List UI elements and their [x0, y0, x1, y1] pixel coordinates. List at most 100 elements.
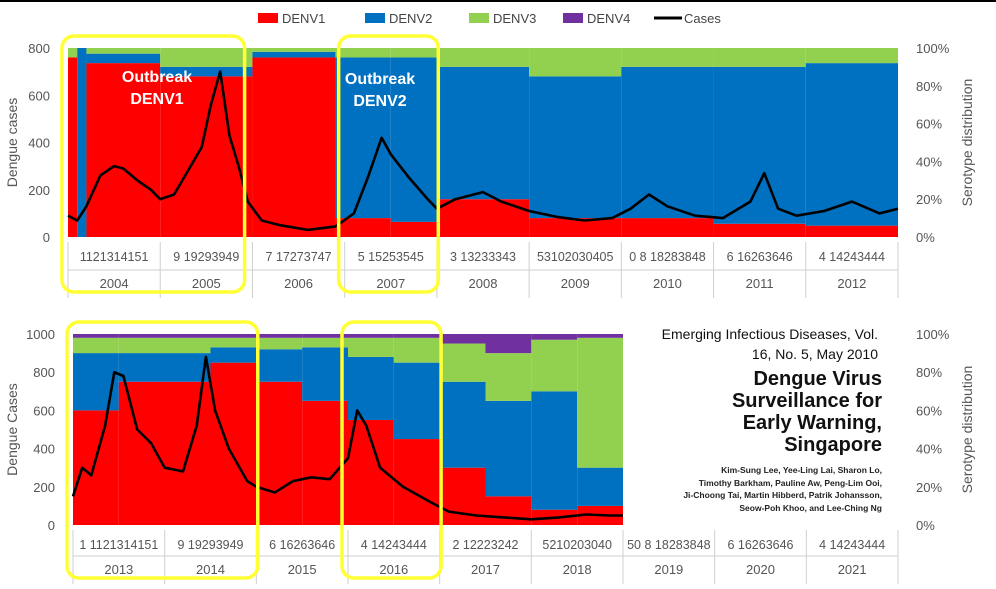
authors-line-4: Seow-Poh Khoo, and Lee-Ching Ng: [739, 502, 882, 513]
serotype-band-denv4: [118, 334, 211, 338]
year-label-2010: 2010: [653, 276, 682, 291]
outbreak-highlight-2: [336, 34, 441, 294]
serotype-band-denv3: [256, 337, 303, 350]
legend-label-denv4: DENV4: [587, 11, 630, 26]
y-tick-label: 200: [33, 480, 55, 495]
week-tick-labels: 1 1121314151: [79, 538, 158, 552]
serotype-band-denv4: [256, 334, 303, 338]
year-label-2008: 2008: [469, 276, 498, 291]
annotation-outbreak: Outbreak: [122, 69, 192, 86]
year-label-2006: 2006: [284, 276, 313, 291]
y-tick-label: 600: [33, 403, 55, 418]
serotype-band-denv2: [529, 76, 622, 219]
serotype-band-denv2: [160, 66, 253, 77]
serotype-band-denv2: [86, 53, 161, 64]
serotype-area-group: [73, 334, 623, 525]
year-label-2004: 2004: [100, 276, 129, 291]
week-tick-labels: 9 19293949: [177, 538, 243, 552]
year-label-2013: 2013: [104, 562, 133, 577]
serotype-band-denv1: [210, 362, 257, 525]
year-label-2017: 2017: [471, 562, 500, 577]
serotype-band-denv3: [390, 48, 437, 58]
week-tick-labels: 2 12223242: [452, 538, 518, 552]
legend-label-denv1: DENV1: [282, 11, 325, 26]
serotype-band-denv3: [68, 48, 78, 58]
authors-line-2: Timothy Barkham, Pauline Aw, Peng-Lim Oo…: [698, 477, 882, 488]
week-tick-labels: 53102030405: [537, 250, 614, 264]
year-label-2019: 2019: [654, 562, 683, 577]
serotype-band-denv3: [713, 48, 806, 67]
serotype-band-denv2: [118, 353, 211, 382]
week-tick-labels: 3 13233343: [450, 250, 516, 264]
serotype-band-denv3: [86, 48, 161, 54]
y2-tick-label: 80%: [916, 79, 942, 94]
serotype-band-denv3: [302, 337, 348, 348]
year-label-2012: 2012: [837, 276, 866, 291]
serotype-band-denv3: [73, 337, 119, 354]
serotype-band-denv2: [577, 467, 623, 506]
serotype-band-denv1: [252, 57, 336, 238]
y2-axis-title: Serotype distribution: [959, 79, 975, 207]
year-label-2009: 2009: [561, 276, 590, 291]
week-tick-labels: 9 19293949: [173, 250, 239, 264]
serotype-band-denv3: [160, 48, 253, 67]
outbreak-highlight-2: [340, 320, 443, 580]
serotype-band-denv1: [86, 63, 161, 238]
year-label-2016: 2016: [379, 562, 408, 577]
serotype-band-denv1: [118, 381, 211, 525]
year-label-2005: 2005: [192, 276, 221, 291]
serotype-band-denv1: [436, 199, 530, 237]
week-tick-labels: 7 17273747: [266, 250, 332, 264]
serotype-band-denv3: [436, 48, 530, 67]
serotype-band-denv4: [348, 334, 394, 338]
serotype-band-denv2: [805, 63, 898, 226]
serotype-band-denv1: [621, 218, 714, 237]
year-label-2018: 2018: [563, 562, 592, 577]
legend-swatch-denv3: [469, 13, 489, 23]
week-tick-labels: 50 8 18283848: [627, 538, 710, 552]
serotype-band-denv3: [805, 48, 898, 64]
serotype-band-denv3: [577, 337, 623, 468]
week-tick-labels: 6 16263646: [727, 250, 793, 264]
paper-title-line-4: Singapore: [784, 434, 882, 456]
authors-line-1: Kim-Sung Lee, Yee-Ling Lai, Sharon Lo,: [721, 465, 882, 475]
serotype-band-denv2: [390, 57, 437, 222]
serotype-band-denv3: [529, 48, 622, 77]
annotation-denv2: DENV2: [353, 93, 406, 110]
week-tick-labels: 4 14243444: [361, 538, 427, 552]
authors-line-3: Ji-Choong Tai, Martin Hibberd, Patrik Jo…: [683, 490, 882, 500]
serotype-band-denv2: [73, 353, 119, 411]
paper-title-line-3: Early Warning,: [742, 412, 882, 434]
serotype-band-denv1: [713, 223, 806, 237]
serotype-band-denv1: [73, 410, 119, 525]
y2-tick-label: 80%: [916, 365, 942, 380]
serotype-band-denv1: [335, 218, 391, 237]
paper-authors: Kim-Sung Lee, Yee-Ling Lai, Sharon Lo, T…: [600, 464, 882, 514]
y2-tick-label: 60%: [916, 117, 942, 132]
y2-tick-label: 20%: [916, 192, 942, 207]
serotype-band-denv3: [485, 353, 532, 401]
legend-label-denv3: DENV3: [493, 11, 536, 26]
serotype-band-denv2: [252, 51, 336, 58]
serotype-band-denv3: [118, 337, 211, 354]
week-tick-labels: 0 8 18283848: [629, 250, 706, 264]
y2-tick-label: 100%: [916, 41, 950, 56]
y2-tick-label: 40%: [916, 442, 942, 457]
annotation-denv1: DENV1: [130, 91, 183, 108]
y-tick-label: 0: [48, 518, 55, 533]
week-tick-labels: 6 16263646: [727, 538, 793, 552]
outbreak-highlight-1: [60, 34, 247, 294]
y2-tick-label: 0%: [916, 518, 935, 533]
year-label-2007: 2007: [376, 276, 405, 291]
serotype-band-denv1: [393, 439, 440, 525]
serotype-band-denv4: [439, 334, 486, 344]
y2-axis-title: Serotype distribution: [959, 366, 975, 494]
serotype-band-denv4: [302, 334, 348, 338]
serotype-band-denv2: [393, 362, 440, 440]
paper-title: Dengue Virus Surveillance for Early Warn…: [600, 368, 882, 456]
serotype-band-denv4: [531, 334, 578, 340]
panel-2: 0 200 400 600 800 1000 0% 20% 40% 60% 80% 100% Dengu…: [4, 320, 975, 584]
serotype-band-denv3: [210, 337, 257, 348]
year-label-2015: 2015: [288, 562, 317, 577]
